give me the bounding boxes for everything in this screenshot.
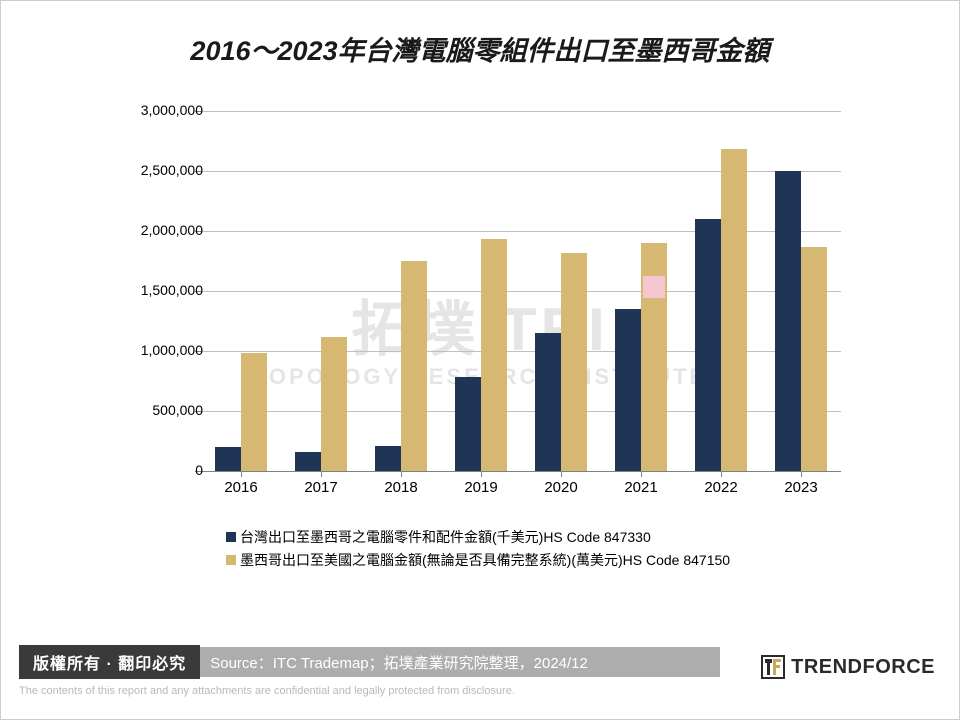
xtick-label: 2022 [704, 479, 737, 496]
xtick-mark [721, 471, 722, 477]
footer-bar: 版權所有 · 翻印必究 Source：ITC Trademap；拓墣產業研究院整… [19, 647, 720, 677]
xtick-mark [641, 471, 642, 477]
bar [375, 446, 401, 471]
bar [561, 253, 587, 471]
legend-item: 台灣出口至墨西哥之電腦零件和配件金額(千美元)HS Code 847330 [226, 526, 730, 548]
logo-icon [761, 655, 785, 679]
ytick-label: 2,500,000 [113, 162, 203, 178]
bar [775, 171, 801, 471]
bar [401, 261, 427, 471]
xtick-label: 2017 [304, 479, 337, 496]
legend-label: 墨西哥出口至美國之電腦金額(無論是否具備完整系統)(萬美元)HS Code 84… [240, 549, 730, 571]
plot-area [201, 111, 841, 471]
bar [801, 247, 827, 471]
chart-title: 2016～2023年台灣電腦零組件出口至墨西哥金額 [1, 29, 959, 68]
bar [215, 447, 241, 471]
gridline [201, 471, 841, 472]
xtick-label: 2018 [384, 479, 417, 496]
xtick-label: 2021 [624, 479, 657, 496]
chart-area: 0 500,000 1,000,000 1,500,000 2,000,000 2,500… [111, 101, 851, 571]
highlight-marker [643, 276, 665, 298]
xtick-mark [401, 471, 402, 477]
legend: 台灣出口至墨西哥之電腦零件和配件金額(千美元)HS Code 847330墨西哥… [226, 526, 730, 571]
bar [535, 333, 561, 471]
xtick-mark [241, 471, 242, 477]
xtick-label: 2019 [464, 479, 497, 496]
disclaimer-text: The contents of this report and any atta… [19, 685, 515, 697]
bar [481, 239, 507, 471]
xtick-label: 2020 [544, 479, 577, 496]
bar [241, 353, 267, 471]
legend-swatch [226, 555, 236, 565]
chart-frame: 拓墣 TRI TOPOLOGY RESEARCH INSTITUTE 2016～… [0, 0, 960, 720]
legend-swatch [226, 532, 236, 542]
ytick-label: 1,500,000 [113, 282, 203, 298]
xtick-mark [801, 471, 802, 477]
bar [455, 377, 481, 471]
ytick-label: 0 [113, 462, 203, 478]
ytick-label: 3,000,000 [113, 102, 203, 118]
legend-item: 墨西哥出口至美國之電腦金額(無論是否具備完整系統)(萬美元)HS Code 84… [226, 549, 730, 571]
ytick-label: 2,000,000 [113, 222, 203, 238]
bar [295, 452, 321, 471]
xtick-label: 2023 [784, 479, 817, 496]
xtick-label: 2016 [224, 479, 257, 496]
bar [321, 337, 347, 471]
source-label: Source：ITC Trademap；拓墣產業研究院整理，2024/12 [200, 647, 720, 677]
bar [695, 219, 721, 471]
legend-label: 台灣出口至墨西哥之電腦零件和配件金額(千美元)HS Code 847330 [240, 526, 651, 548]
copyright-label: 版權所有 · 翻印必究 [19, 645, 200, 679]
xtick-mark [481, 471, 482, 477]
logo-text: TRENDFORCE [791, 656, 935, 679]
trendforce-logo: TRENDFORCE [761, 655, 935, 679]
ytick-label: 1,000,000 [113, 342, 203, 358]
bar [721, 149, 747, 471]
xtick-mark [321, 471, 322, 477]
xtick-mark [561, 471, 562, 477]
ytick-label: 500,000 [113, 402, 203, 418]
bar [615, 309, 641, 471]
gridline [201, 111, 841, 112]
